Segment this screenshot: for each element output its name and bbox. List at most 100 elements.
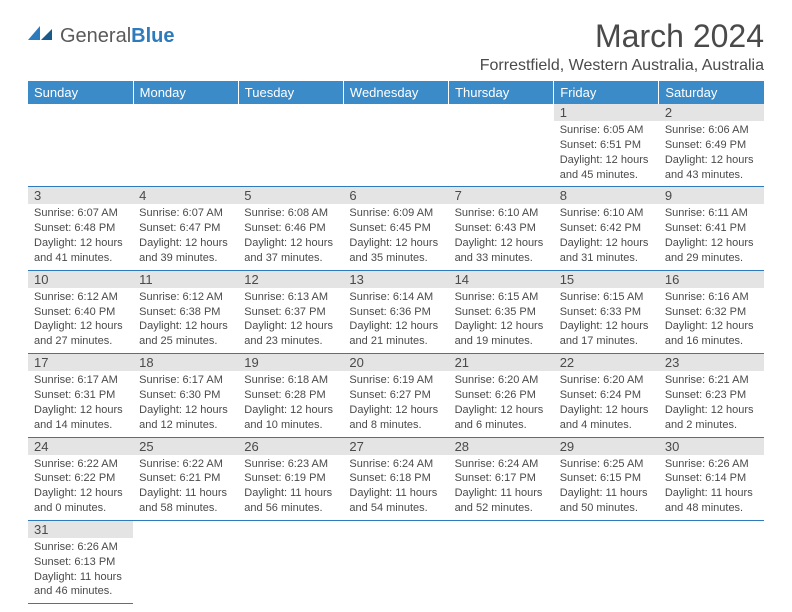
day-number: 31 xyxy=(28,521,133,538)
day-number: 29 xyxy=(554,438,659,455)
day-number: 19 xyxy=(238,354,343,371)
calendar-cell: . xyxy=(133,520,238,603)
logo-flag-icon xyxy=(28,24,56,49)
day-details: Sunrise: 6:20 AMSunset: 6:24 PMDaylight:… xyxy=(554,371,659,436)
calendar-cell: . xyxy=(554,520,659,603)
calendar-cell: 18Sunrise: 6:17 AMSunset: 6:30 PMDayligh… xyxy=(133,354,238,437)
calendar-cell: . xyxy=(343,104,448,187)
day-details: Sunrise: 6:22 AMSunset: 6:21 PMDaylight:… xyxy=(133,455,238,520)
day-details: Sunrise: 6:19 AMSunset: 6:27 PMDaylight:… xyxy=(343,371,448,436)
day-number: 30 xyxy=(659,438,764,455)
calendar-cell: 19Sunrise: 6:18 AMSunset: 6:28 PMDayligh… xyxy=(238,354,343,437)
day-details: Sunrise: 6:13 AMSunset: 6:37 PMDaylight:… xyxy=(238,288,343,353)
day-number: 24 xyxy=(28,438,133,455)
weekday-header: Monday xyxy=(133,81,238,104)
logo: GeneralBlue xyxy=(28,24,175,49)
calendar-cell: 22Sunrise: 6:20 AMSunset: 6:24 PMDayligh… xyxy=(554,354,659,437)
day-number: 27 xyxy=(343,438,448,455)
calendar-cell: 5Sunrise: 6:08 AMSunset: 6:46 PMDaylight… xyxy=(238,187,343,270)
day-number: 22 xyxy=(554,354,659,371)
calendar-body: ..... 1Sunrise: 6:05 AMSunset: 6:51 PMDay… xyxy=(28,104,764,604)
calendar-cell: . xyxy=(133,104,238,187)
day-number: 25 xyxy=(133,438,238,455)
calendar-cell: 1Sunrise: 6:05 AMSunset: 6:51 PMDaylight… xyxy=(554,104,659,187)
calendar-cell: 14Sunrise: 6:15 AMSunset: 6:35 PMDayligh… xyxy=(449,270,554,353)
weekday-header: Tuesday xyxy=(238,81,343,104)
calendar-cell: 25Sunrise: 6:22 AMSunset: 6:21 PMDayligh… xyxy=(133,437,238,520)
calendar-cell: . xyxy=(238,104,343,187)
day-number: 17 xyxy=(28,354,133,371)
day-number: 28 xyxy=(449,438,554,455)
calendar-cell: 31Sunrise: 6:26 AMSunset: 6:13 PMDayligh… xyxy=(28,520,133,603)
day-details: Sunrise: 6:12 AMSunset: 6:40 PMDaylight:… xyxy=(28,288,133,353)
day-number: 21 xyxy=(449,354,554,371)
calendar-cell: 21Sunrise: 6:20 AMSunset: 6:26 PMDayligh… xyxy=(449,354,554,437)
day-number: 6 xyxy=(343,187,448,204)
calendar-cell: 6Sunrise: 6:09 AMSunset: 6:45 PMDaylight… xyxy=(343,187,448,270)
weekday-header: Saturday xyxy=(659,81,764,104)
day-details: Sunrise: 6:09 AMSunset: 6:45 PMDaylight:… xyxy=(343,204,448,269)
day-number: 11 xyxy=(133,271,238,288)
day-number: 1 xyxy=(554,104,659,121)
calendar-cell: 10Sunrise: 6:12 AMSunset: 6:40 PMDayligh… xyxy=(28,270,133,353)
day-details: Sunrise: 6:25 AMSunset: 6:15 PMDaylight:… xyxy=(554,455,659,520)
weekday-header: Wednesday xyxy=(343,81,448,104)
calendar-cell: 2Sunrise: 6:06 AMSunset: 6:49 PMDaylight… xyxy=(659,104,764,187)
calendar-cell: . xyxy=(28,104,133,187)
calendar-cell: . xyxy=(343,520,448,603)
calendar-row: 31Sunrise: 6:26 AMSunset: 6:13 PMDayligh… xyxy=(28,520,764,603)
calendar-row: .....1Sunrise: 6:05 AMSunset: 6:51 PMDay… xyxy=(28,104,764,187)
day-details: Sunrise: 6:07 AMSunset: 6:48 PMDaylight:… xyxy=(28,204,133,269)
calendar-cell: 27Sunrise: 6:24 AMSunset: 6:18 PMDayligh… xyxy=(343,437,448,520)
day-details: Sunrise: 6:10 AMSunset: 6:43 PMDaylight:… xyxy=(449,204,554,269)
location: Forrestfield, Western Australia, Austral… xyxy=(480,57,764,75)
day-number: 15 xyxy=(554,271,659,288)
calendar-row: 10Sunrise: 6:12 AMSunset: 6:40 PMDayligh… xyxy=(28,270,764,353)
day-details: Sunrise: 6:15 AMSunset: 6:33 PMDaylight:… xyxy=(554,288,659,353)
calendar-cell: 20Sunrise: 6:19 AMSunset: 6:27 PMDayligh… xyxy=(343,354,448,437)
calendar-cell: 29Sunrise: 6:25 AMSunset: 6:15 PMDayligh… xyxy=(554,437,659,520)
calendar-cell: 11Sunrise: 6:12 AMSunset: 6:38 PMDayligh… xyxy=(133,270,238,353)
day-details: Sunrise: 6:17 AMSunset: 6:30 PMDaylight:… xyxy=(133,371,238,436)
day-details: Sunrise: 6:15 AMSunset: 6:35 PMDaylight:… xyxy=(449,288,554,353)
calendar-row: 17Sunrise: 6:17 AMSunset: 6:31 PMDayligh… xyxy=(28,354,764,437)
weekday-header: Thursday xyxy=(449,81,554,104)
day-details: Sunrise: 6:22 AMSunset: 6:22 PMDaylight:… xyxy=(28,455,133,520)
title-block: March 2024 Forrestfield, Western Austral… xyxy=(480,18,764,75)
calendar-cell: . xyxy=(449,520,554,603)
calendar-cell: 30Sunrise: 6:26 AMSunset: 6:14 PMDayligh… xyxy=(659,437,764,520)
logo-part1: General xyxy=(60,25,131,47)
calendar-cell: 13Sunrise: 6:14 AMSunset: 6:36 PMDayligh… xyxy=(343,270,448,353)
day-number: 18 xyxy=(133,354,238,371)
day-number: 3 xyxy=(28,187,133,204)
calendar-cell: 4Sunrise: 6:07 AMSunset: 6:47 PMDaylight… xyxy=(133,187,238,270)
month-title: March 2024 xyxy=(480,18,764,55)
day-details: Sunrise: 6:06 AMSunset: 6:49 PMDaylight:… xyxy=(659,121,764,186)
calendar-table: SundayMondayTuesdayWednesdayThursdayFrid… xyxy=(28,81,764,604)
day-details: Sunrise: 6:24 AMSunset: 6:18 PMDaylight:… xyxy=(343,455,448,520)
header: GeneralBlue March 2024 Forrestfield, Wes… xyxy=(28,18,764,75)
calendar-cell: . xyxy=(659,520,764,603)
day-number: 10 xyxy=(28,271,133,288)
calendar-cell: 23Sunrise: 6:21 AMSunset: 6:23 PMDayligh… xyxy=(659,354,764,437)
day-details: Sunrise: 6:20 AMSunset: 6:26 PMDaylight:… xyxy=(449,371,554,436)
day-details: Sunrise: 6:17 AMSunset: 6:31 PMDaylight:… xyxy=(28,371,133,436)
calendar-cell: 3Sunrise: 6:07 AMSunset: 6:48 PMDaylight… xyxy=(28,187,133,270)
calendar-cell: 8Sunrise: 6:10 AMSunset: 6:42 PMDaylight… xyxy=(554,187,659,270)
day-details: Sunrise: 6:18 AMSunset: 6:28 PMDaylight:… xyxy=(238,371,343,436)
day-number: 9 xyxy=(659,187,764,204)
calendar-cell: 24Sunrise: 6:22 AMSunset: 6:22 PMDayligh… xyxy=(28,437,133,520)
day-details: Sunrise: 6:26 AMSunset: 6:14 PMDaylight:… xyxy=(659,455,764,520)
day-details: Sunrise: 6:12 AMSunset: 6:38 PMDaylight:… xyxy=(133,288,238,353)
day-details: Sunrise: 6:11 AMSunset: 6:41 PMDaylight:… xyxy=(659,204,764,269)
calendar-cell: 28Sunrise: 6:24 AMSunset: 6:17 PMDayligh… xyxy=(449,437,554,520)
calendar-cell: 15Sunrise: 6:15 AMSunset: 6:33 PMDayligh… xyxy=(554,270,659,353)
calendar-cell: 26Sunrise: 6:23 AMSunset: 6:19 PMDayligh… xyxy=(238,437,343,520)
day-details: Sunrise: 6:14 AMSunset: 6:36 PMDaylight:… xyxy=(343,288,448,353)
logo-part2: Blue xyxy=(131,25,174,47)
day-details: Sunrise: 6:21 AMSunset: 6:23 PMDaylight:… xyxy=(659,371,764,436)
weekday-header: Friday xyxy=(554,81,659,104)
day-number: 23 xyxy=(659,354,764,371)
calendar-cell: 7Sunrise: 6:10 AMSunset: 6:43 PMDaylight… xyxy=(449,187,554,270)
day-details: Sunrise: 6:16 AMSunset: 6:32 PMDaylight:… xyxy=(659,288,764,353)
